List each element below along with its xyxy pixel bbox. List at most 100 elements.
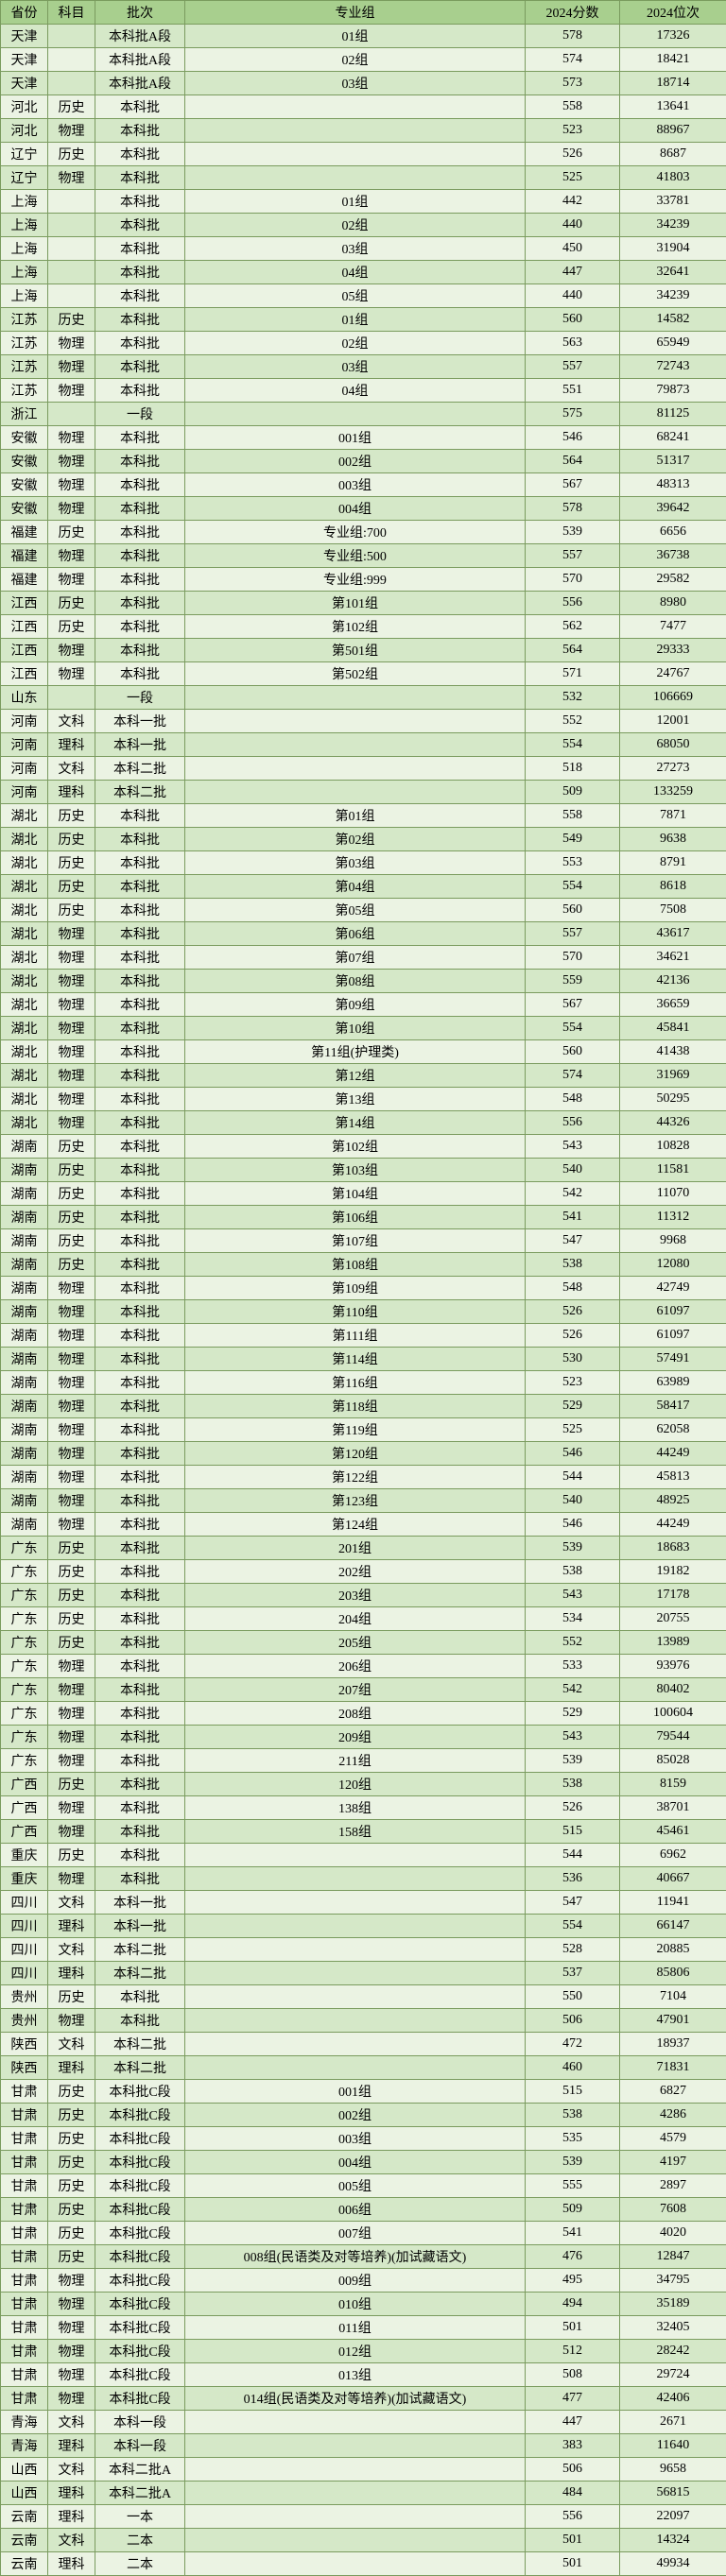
cell: 011组	[185, 2316, 526, 2340]
cell: 31904	[620, 237, 726, 261]
cell: 本科批A段	[95, 72, 185, 95]
cell: 6656	[620, 521, 726, 544]
cell: 本科批	[95, 1135, 185, 1159]
cell: 11581	[620, 1159, 726, 1182]
cell	[185, 757, 526, 781]
cell: 27273	[620, 757, 726, 781]
cell: 历史	[48, 2245, 95, 2269]
cell: 494	[526, 2293, 620, 2316]
cell: 541	[526, 2222, 620, 2245]
cell: 557	[526, 544, 620, 568]
cell: 物理	[48, 1466, 95, 1489]
cell: 本科批	[95, 1348, 185, 1371]
cell: 上海	[1, 261, 48, 284]
cell: 上海	[1, 190, 48, 214]
table-row: 湖南物理本科批第123组54048925	[1, 1489, 726, 1513]
cell: 525	[526, 1418, 620, 1442]
cell: 物理	[48, 332, 95, 355]
cell: 本科批	[95, 1773, 185, 1796]
cell: 本科批C段	[95, 2363, 185, 2387]
cell: 本科一段	[95, 2434, 185, 2458]
cell	[48, 190, 95, 214]
cell: 17326	[620, 25, 726, 48]
table-row: 湖北历史本科批第05组5607508	[1, 899, 726, 922]
cell: 江西	[1, 639, 48, 662]
cell: 553	[526, 851, 620, 875]
cell	[185, 2482, 526, 2505]
table-row: 湖南物理本科批第109组54842749	[1, 1277, 726, 1300]
cell: 02组	[185, 332, 526, 355]
table-row: 甘肃物理本科批C段014组(民语类及对等培养)(加试藏语文)47742406	[1, 2387, 726, 2411]
cell: 物理	[48, 946, 95, 970]
cell: 8687	[620, 143, 726, 166]
cell: 甘肃	[1, 2340, 48, 2363]
cell: 甘肃	[1, 2174, 48, 2198]
cell: 福建	[1, 568, 48, 592]
cell: 本科批	[95, 899, 185, 922]
cell: 物理	[48, 639, 95, 662]
cell: 湖南	[1, 1277, 48, 1300]
cell: 472	[526, 2033, 620, 2056]
cell: 本科批	[95, 1088, 185, 1111]
table-row: 湖南物理本科批第116组52363989	[1, 1371, 726, 1395]
cell: 559	[526, 970, 620, 993]
cell: 35189	[620, 2293, 726, 2316]
cell: 003组	[185, 2127, 526, 2151]
cell	[48, 25, 95, 48]
cell: 158组	[185, 1820, 526, 1844]
cell: 湖北	[1, 1040, 48, 1064]
cell: 32641	[620, 261, 726, 284]
cell: 本科批	[95, 804, 185, 828]
cell: 历史	[48, 2127, 95, 2151]
cell: 79873	[620, 379, 726, 403]
cell: 本科批	[95, 946, 185, 970]
cell: 43617	[620, 922, 726, 946]
cell: 518	[526, 757, 620, 781]
cell: 529	[526, 1395, 620, 1418]
cell: 理科	[48, 2434, 95, 2458]
cell: 本科批	[95, 379, 185, 403]
cell: 甘肃	[1, 2104, 48, 2127]
cell: 江苏	[1, 379, 48, 403]
cell: 甘肃	[1, 2151, 48, 2174]
cell: 物理	[48, 2363, 95, 2387]
table-row: 河南文科本科一批55212001	[1, 710, 726, 733]
cell: 本科二批A	[95, 2458, 185, 2482]
cell: 535	[526, 2127, 620, 2151]
table-row: 天津本科批A段01组57817326	[1, 25, 726, 48]
cell: 541	[526, 1206, 620, 1229]
cell: 540	[526, 1159, 620, 1182]
cell: 22097	[620, 2505, 726, 2529]
cell: 历史	[48, 851, 95, 875]
table-row: 江西历史本科批第101组5568980	[1, 592, 726, 615]
cell: 第119组	[185, 1418, 526, 1442]
cell: 本科批	[95, 1017, 185, 1040]
table-row: 湖北物理本科批第09组56736659	[1, 993, 726, 1017]
table-row: 云南理科一本55622097	[1, 2505, 726, 2529]
cell: 本科批	[95, 1442, 185, 1466]
cell: 529	[526, 1702, 620, 1726]
cell: 539	[526, 521, 620, 544]
cell: 文科	[48, 2411, 95, 2434]
table-row: 江西物理本科批第502组57124767	[1, 662, 726, 686]
cell: 477	[526, 2387, 620, 2411]
cell: 476	[526, 2245, 620, 2269]
cell: 广东	[1, 1702, 48, 1726]
admission-score-table: 省份科目批次专业组2024分数2024位次 天津本科批A段01组57817326…	[0, 0, 726, 2576]
cell: 29724	[620, 2363, 726, 2387]
table-row: 安徽物理本科批002组56451317	[1, 450, 726, 473]
cell	[185, 1962, 526, 1985]
cell: 538	[526, 1253, 620, 1277]
cell: 006组	[185, 2198, 526, 2222]
cell: 570	[526, 568, 620, 592]
cell: 天津	[1, 48, 48, 72]
cell: 530	[526, 1348, 620, 1371]
table-row: 安徽物理本科批001组54668241	[1, 426, 726, 450]
table-row: 陕西文科本科二批47218937	[1, 2033, 726, 2056]
cell: 云南	[1, 2505, 48, 2529]
cell	[185, 403, 526, 426]
cell: 本科批C段	[95, 2245, 185, 2269]
table-row: 上海本科批05组44034239	[1, 284, 726, 308]
cell: 物理	[48, 1324, 95, 1348]
cell: 本科批	[95, 190, 185, 214]
